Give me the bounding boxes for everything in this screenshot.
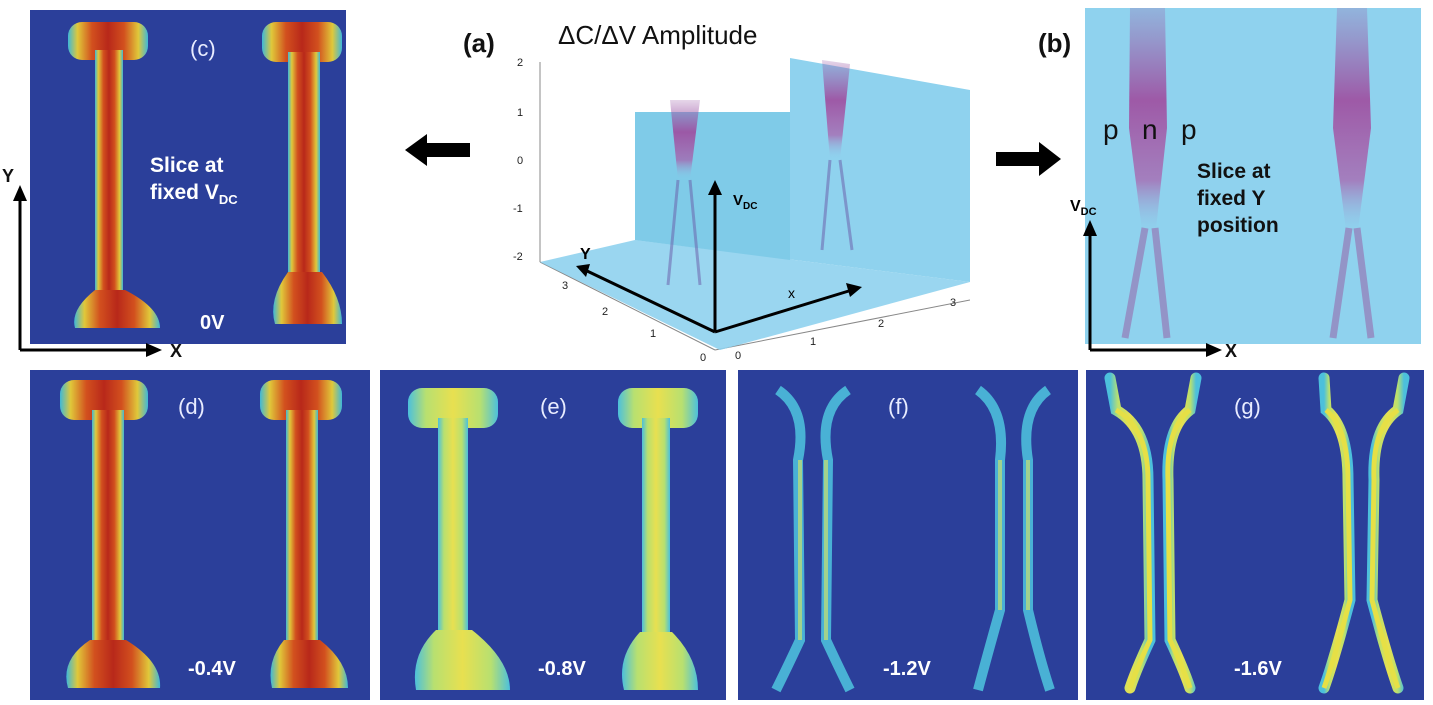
bar-right <box>262 22 342 324</box>
panel-a-label: (a) <box>463 28 495 58</box>
region-p-right: p <box>1181 114 1197 145</box>
panel-f-voltage: -1.2V <box>883 658 931 680</box>
x-tick: 1 <box>810 336 817 348</box>
panel-d-bars <box>60 380 348 688</box>
panel-a-vdc-label: VDC <box>733 192 758 212</box>
panel-g-image: (g) -1.6V <box>1086 370 1424 700</box>
panel-f-bars <box>771 385 1055 693</box>
panel-b-axes <box>1083 220 1222 357</box>
y-tick: 3 <box>562 280 569 292</box>
panel-c-axis-x: X <box>170 341 183 361</box>
z-tick: -1 <box>513 203 523 215</box>
z-tick: 1 <box>517 107 524 119</box>
panel-c-image: (c) Slice at fixed VDC 0V <box>30 10 346 344</box>
panel-d-voltage: -0.4V <box>188 658 236 680</box>
bar-left <box>68 22 160 328</box>
panel-c-bars <box>68 22 342 328</box>
z-tick: 0 <box>517 155 524 167</box>
region-n: n <box>1142 114 1158 145</box>
panel-g-bars <box>1104 372 1410 694</box>
x-tick: 2 <box>878 318 885 330</box>
panel-c-voltage: 0V <box>200 312 225 334</box>
panel-b-axis-x: X <box>1225 341 1238 361</box>
panel-e-label: (e) <box>540 394 567 419</box>
panel-e-bars <box>408 388 698 690</box>
panel-b-cones <box>1121 8 1375 339</box>
panel-c-axis-y: Y <box>2 166 15 186</box>
panel-c-axes <box>13 185 162 357</box>
panel-c-label: (c) <box>190 36 216 61</box>
slice-line-1: Slice at <box>150 154 224 177</box>
panel-g-voltage: -1.6V <box>1234 658 1282 680</box>
panel-b-image: p n p Slice at fixed Y position <box>1085 8 1421 344</box>
z-tick: 2 <box>517 57 524 69</box>
panel-e-voltage: -0.8V <box>538 658 586 680</box>
panel-e-image: (e) -0.8V <box>380 370 726 700</box>
panel-b-label: (b) <box>1038 28 1072 58</box>
x-tick: 0 <box>735 350 742 362</box>
slice-line-2: fixed Y <box>1197 187 1266 210</box>
z-tick: -2 <box>513 251 523 263</box>
panel-g-label: (g) <box>1234 394 1261 419</box>
panel-f-image: (f) -1.2V <box>738 370 1078 700</box>
slice-line-1: Slice at <box>1197 160 1271 183</box>
region-p-left: p <box>1103 114 1119 145</box>
slice-line-3: position <box>1197 214 1279 237</box>
panel-a-x-label: x <box>788 285 795 301</box>
panel-b-axis-y: VDC <box>1070 198 1097 219</box>
panel-a-3d-plot <box>539 58 970 351</box>
panel-a-title: ΔC/ΔV Amplitude <box>558 20 758 50</box>
panel-d-image: (d) -0.4V <box>30 370 370 700</box>
x-tick: 3 <box>950 297 957 309</box>
y-tick: 2 <box>602 306 609 318</box>
panel-c-slice-text: Slice at fixed VDC <box>150 152 238 213</box>
panel-f-label: (f) <box>888 394 909 419</box>
arrow-left-icon <box>405 134 470 166</box>
y-tick: 1 <box>650 328 657 340</box>
y-tick: 0 <box>700 352 707 364</box>
slice-line-2: fixed VDC <box>150 181 238 208</box>
panel-b-slice-text: Slice at fixed Y position <box>1197 158 1279 239</box>
arrow-right-icon <box>996 142 1061 176</box>
panel-d-label: (d) <box>178 394 205 419</box>
panel-a-y-label: Y <box>580 246 591 263</box>
